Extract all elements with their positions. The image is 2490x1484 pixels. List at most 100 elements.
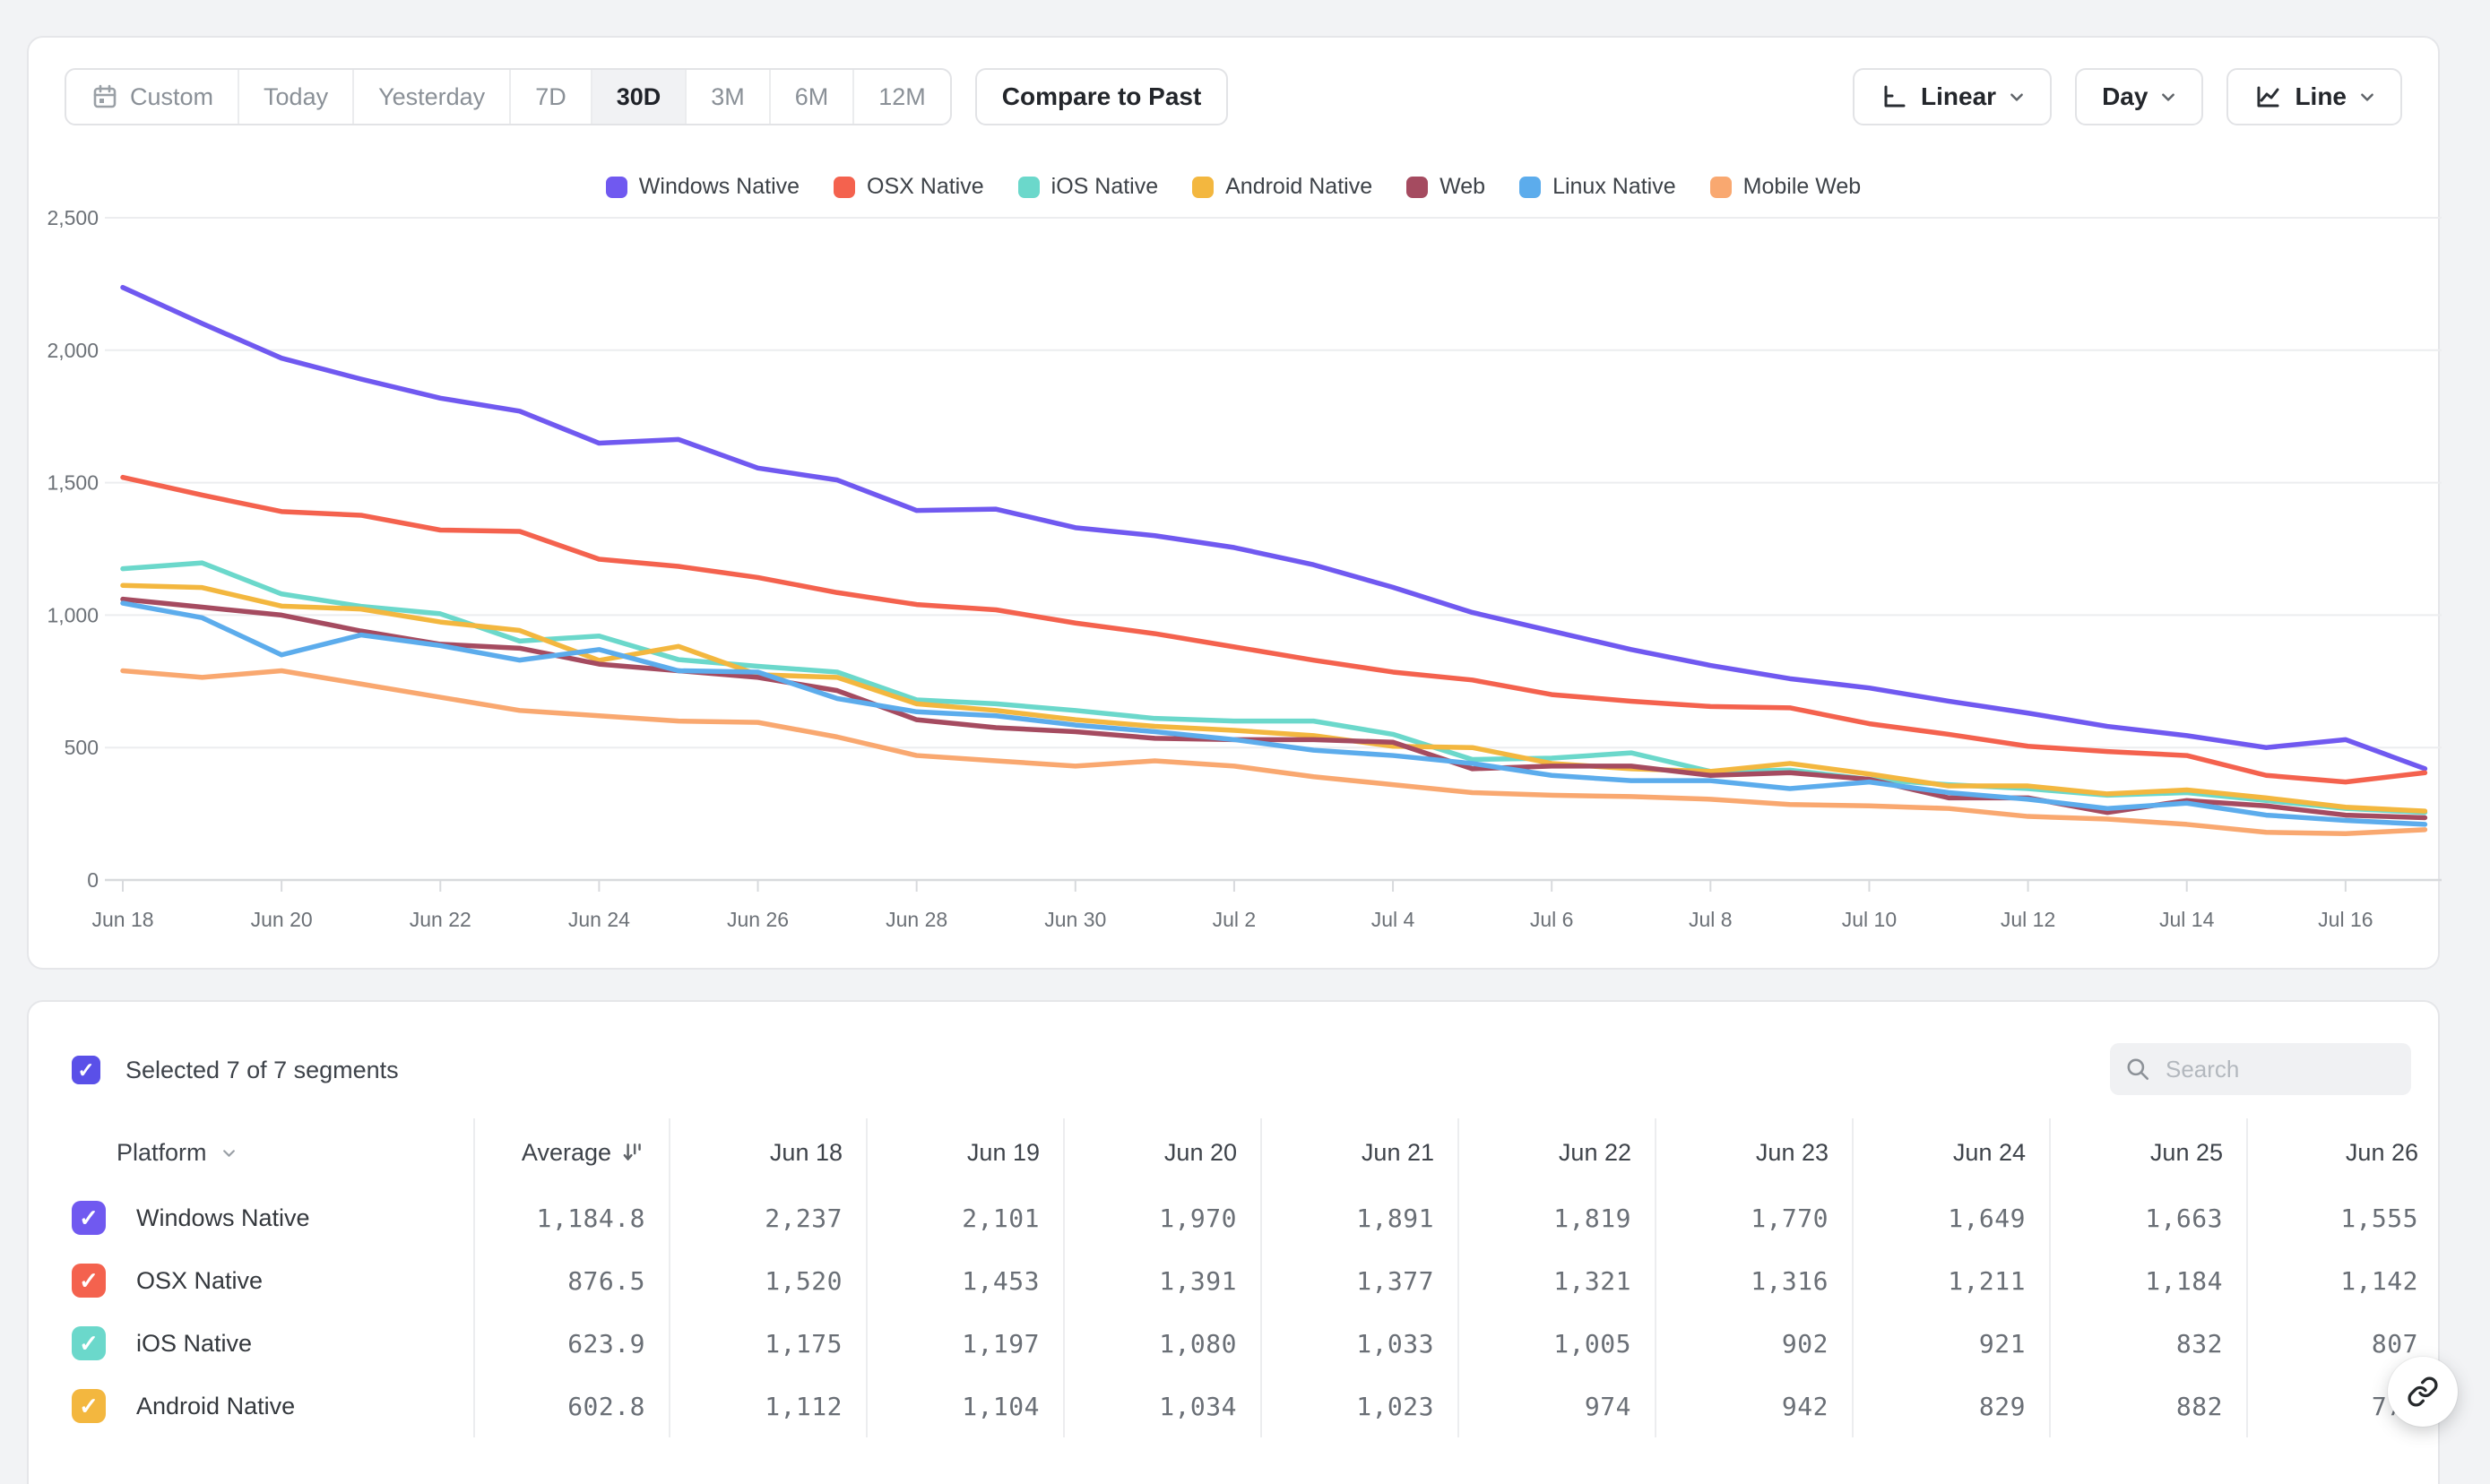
- platform-name: iOS Native: [136, 1329, 253, 1357]
- value-cell: 1,321: [1459, 1249, 1656, 1312]
- value-cell: 1,970: [1065, 1186, 1262, 1249]
- legend-label: Android Native: [1225, 174, 1373, 199]
- range-button-3m[interactable]: 3M: [685, 70, 769, 124]
- svg-text:2,500: 2,500: [47, 206, 99, 229]
- svg-text:Jul 14: Jul 14: [2159, 908, 2215, 931]
- value-cell: 902: [1656, 1312, 1854, 1375]
- legend-item-android-native[interactable]: Android Native: [1192, 174, 1372, 200]
- segment-checkbox[interactable]: ✓: [72, 1201, 106, 1235]
- range-label: 3M: [711, 82, 745, 110]
- table-header-row: Platform Average Jun 18 Jun 19 Jun 20 Jun 21 J…: [29, 1118, 2438, 1186]
- range-group: Custom Today Yesterday 7D 30D 3M 6M 12M: [65, 68, 952, 125]
- segment-checkbox[interactable]: ✓: [72, 1264, 106, 1298]
- search-input[interactable]: [2164, 1054, 2379, 1084]
- value-cell: 1,555: [2340, 1203, 2418, 1233]
- svg-text:Jun 18: Jun 18: [91, 908, 153, 931]
- svg-text:2,000: 2,000: [47, 339, 99, 362]
- legend-item-linux-native[interactable]: Linux Native: [1519, 174, 1676, 200]
- value-cell: 1,770: [1656, 1186, 1854, 1249]
- value-cell: 1,377: [1262, 1249, 1459, 1312]
- legend-item-web[interactable]: Web: [1406, 174, 1485, 200]
- svg-text:Jul 10: Jul 10: [1842, 908, 1897, 931]
- date-column-header[interactable]: Jun 18: [670, 1118, 868, 1186]
- date-column-header[interactable]: Jun 20: [1065, 1118, 1262, 1186]
- segments-table-card: ✓ Selected 7 of 7 segments PlatformAvera…: [27, 1000, 2440, 1484]
- chart-canvas[interactable]: 0 500 1,000 1,500 2,000 2,500 Jun 18 Jun 20 Jun …: [29, 38, 2442, 976]
- scale-dropdown-label: Linear: [1921, 82, 1997, 110]
- value-cell: 1,005: [1459, 1312, 1656, 1375]
- value-cell: 2,237: [670, 1186, 868, 1249]
- svg-text:Jul 8: Jul 8: [1689, 908, 1733, 931]
- value-cell: 1,034: [1065, 1375, 1262, 1437]
- range-label: 30D: [616, 82, 661, 110]
- svg-text:0: 0: [87, 868, 99, 892]
- date-column-header[interactable]: Jun 22: [1459, 1118, 1656, 1186]
- value-cell: 1,080: [1065, 1312, 1262, 1375]
- line-chart-icon: [2257, 86, 2279, 108]
- svg-text:Jul 16: Jul 16: [2318, 908, 2373, 931]
- calendar-icon: [93, 84, 117, 108]
- svg-text:Jun 30: Jun 30: [1044, 908, 1106, 931]
- average-column-header[interactable]: Average: [475, 1118, 670, 1186]
- range-button-custom[interactable]: Custom: [66, 70, 238, 124]
- value-cell: 832: [2051, 1312, 2248, 1375]
- range-label: 12M: [878, 82, 926, 110]
- chart-type-dropdown[interactable]: Line: [2226, 68, 2402, 125]
- date-column-header[interactable]: Jun 24: [1854, 1118, 2051, 1186]
- chart-card: Custom Today Yesterday 7D 30D 3M 6M 12M Compare…: [27, 36, 2442, 970]
- select-all-row: ✓ Selected 7 of 7 segments: [72, 1043, 399, 1097]
- segments-table: Platform Average Jun 18 Jun 19 Jun 20 Jun 21 J…: [29, 1118, 2438, 1437]
- table-row-windows-native: ✓ Windows Native 1,184.8 2,237 2,101 1,970 1,8…: [29, 1186, 2438, 1249]
- average-cell: 602.8: [475, 1375, 670, 1437]
- platform-column-header[interactable]: Platform: [29, 1118, 475, 1186]
- svg-text:Jul 4: Jul 4: [1371, 908, 1415, 931]
- value-cell: 829: [1854, 1375, 2051, 1437]
- value-cell: 2,101: [868, 1186, 1065, 1249]
- legend-item-osx-native[interactable]: OSX Native: [834, 174, 984, 200]
- svg-text:Jul 2: Jul 2: [1213, 908, 1257, 931]
- share-link-button[interactable]: [2388, 1357, 2458, 1427]
- value-cell: 942: [1656, 1375, 1854, 1437]
- value-cell: 1,520: [670, 1249, 868, 1312]
- scale-dropdown[interactable]: Linear: [1853, 68, 2053, 125]
- legend-item-mobile-web[interactable]: Mobile Web: [1709, 174, 1862, 200]
- search-box: [2110, 1043, 2411, 1095]
- legend-swatch: [605, 176, 627, 198]
- legend-item-ios-native[interactable]: iOS Native: [1017, 174, 1158, 200]
- date-column-header[interactable]: Jun 23: [1656, 1118, 1854, 1186]
- legend-label: Linux Native: [1552, 174, 1676, 199]
- svg-text:Jun 22: Jun 22: [410, 908, 471, 931]
- linear-scale-icon: [1884, 85, 1906, 108]
- chevron-down-icon: [222, 1149, 235, 1157]
- legend-swatch: [1519, 176, 1542, 198]
- platform-cell: ✓ Windows Native: [29, 1186, 475, 1249]
- legend-label: Mobile Web: [1742, 174, 1862, 199]
- compare-to-past-button[interactable]: Compare to Past: [974, 68, 1229, 125]
- segment-checkbox[interactable]: ✓: [72, 1389, 106, 1423]
- date-column-header[interactable]: Jun 25: [2051, 1118, 2248, 1186]
- chart-options-toolbar: Linear Day Line: [1853, 68, 2402, 125]
- selected-summary-label: Selected 7 of 7 segments: [125, 1056, 399, 1083]
- select-all-checkbox[interactable]: ✓: [72, 1056, 100, 1084]
- svg-text:Jun 26: Jun 26: [727, 908, 789, 931]
- legend-item-windows-native[interactable]: Windows Native: [605, 174, 800, 200]
- segment-checkbox[interactable]: ✓: [72, 1326, 106, 1360]
- legend-swatch: [1406, 176, 1429, 198]
- svg-text:Jun 24: Jun 24: [568, 908, 630, 931]
- range-button-yesterday[interactable]: Yesterday: [352, 70, 509, 124]
- chevron-down-icon: [2010, 93, 2023, 101]
- table-row-android-native: ✓ Android Native 602.8 1,112 1,104 1,034 1,023…: [29, 1375, 2438, 1437]
- date-column-header[interactable]: Jun 26: [2345, 1138, 2418, 1166]
- average-cell: 623.9: [475, 1312, 670, 1375]
- range-button-12m[interactable]: 12M: [852, 70, 950, 124]
- date-column-header[interactable]: Jun 19: [868, 1118, 1065, 1186]
- range-button-today[interactable]: Today: [238, 70, 352, 124]
- interval-dropdown[interactable]: Day: [2075, 68, 2204, 125]
- range-button-7d[interactable]: 7D: [509, 70, 591, 124]
- value-cell: 1,316: [1656, 1249, 1854, 1312]
- value-cell: 807: [2371, 1328, 2418, 1359]
- range-button-6m[interactable]: 6M: [768, 70, 853, 124]
- range-button-30d[interactable]: 30D: [590, 70, 686, 124]
- date-column-header[interactable]: Jun 21: [1262, 1118, 1459, 1186]
- interval-dropdown-label: Day: [2102, 82, 2148, 110]
